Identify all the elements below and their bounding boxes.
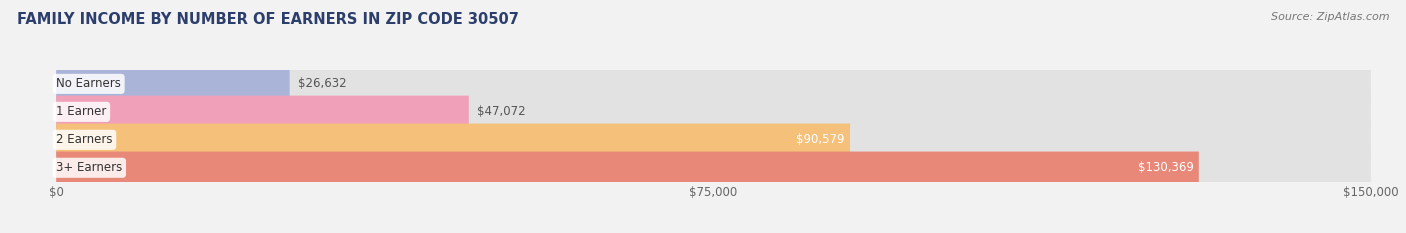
Text: $130,369: $130,369 xyxy=(1137,161,1194,174)
FancyBboxPatch shape xyxy=(56,96,1371,128)
Text: $90,579: $90,579 xyxy=(796,133,845,146)
FancyBboxPatch shape xyxy=(56,68,1371,100)
Text: 3+ Earners: 3+ Earners xyxy=(56,161,122,174)
Text: Source: ZipAtlas.com: Source: ZipAtlas.com xyxy=(1271,12,1389,22)
FancyBboxPatch shape xyxy=(56,151,1371,184)
FancyBboxPatch shape xyxy=(56,96,468,128)
Text: $26,632: $26,632 xyxy=(298,77,346,90)
FancyBboxPatch shape xyxy=(56,151,1199,184)
Text: No Earners: No Earners xyxy=(56,77,121,90)
Text: 1 Earner: 1 Earner xyxy=(56,105,107,118)
Text: 2 Earners: 2 Earners xyxy=(56,133,112,146)
FancyBboxPatch shape xyxy=(56,68,290,100)
Text: FAMILY INCOME BY NUMBER OF EARNERS IN ZIP CODE 30507: FAMILY INCOME BY NUMBER OF EARNERS IN ZI… xyxy=(17,12,519,27)
FancyBboxPatch shape xyxy=(56,123,851,156)
FancyBboxPatch shape xyxy=(56,123,1371,156)
Text: $47,072: $47,072 xyxy=(477,105,526,118)
